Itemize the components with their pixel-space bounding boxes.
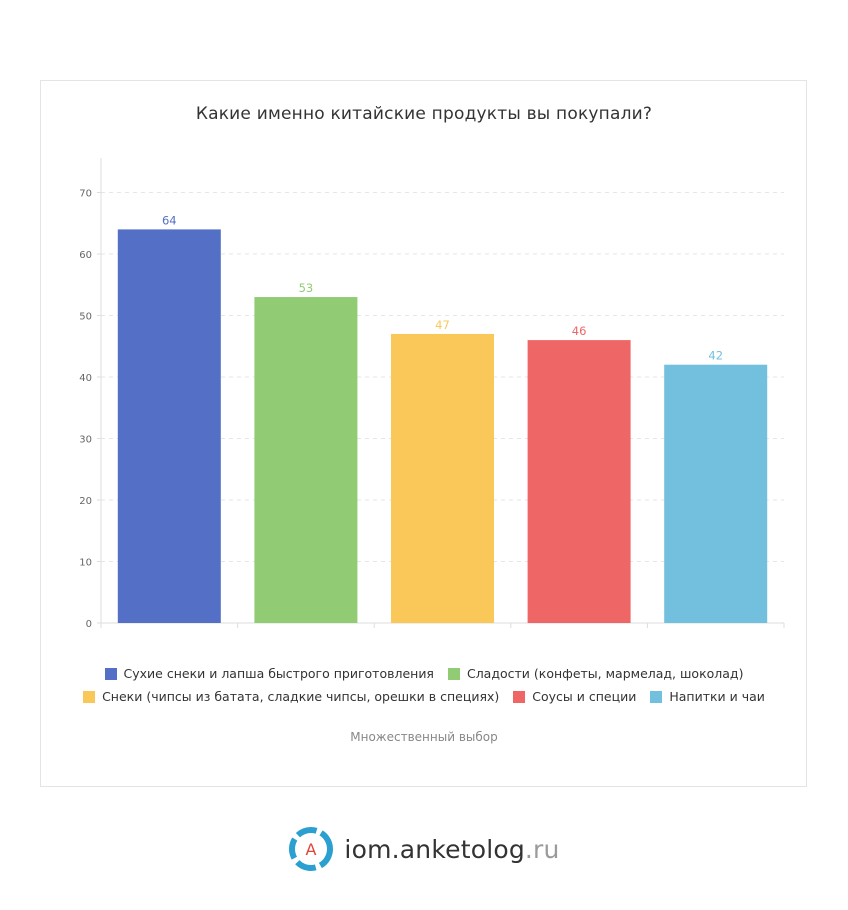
data-label-5: 42 <box>708 349 723 363</box>
data-labels: 64 53 47 46 42 <box>162 213 723 362</box>
brand-name: iom.anketolog.ru <box>344 834 560 864</box>
legend-item-4[interactable]: Соусы и специи <box>513 689 636 704</box>
bar-4[interactable] <box>527 340 631 623</box>
y-tick-label: 30 <box>79 435 92 446</box>
legend-swatch <box>447 667 460 680</box>
y-tick-label: 60 <box>79 250 92 261</box>
legend-item-5[interactable]: Напитки и чаи <box>650 689 765 704</box>
y-tick-label: 40 <box>79 373 92 384</box>
data-label-3: 47 <box>435 318 450 332</box>
legend-label: Сладости (конфеты, мармелад, шоколад) <box>466 666 744 681</box>
chart-note: Множественный выбор <box>350 730 498 744</box>
data-label-2: 53 <box>299 281 314 295</box>
y-tick-label: 0 <box>86 619 92 630</box>
legend-item-2[interactable]: Сладости (конфеты, мармелад, шоколад) <box>447 666 744 681</box>
legend-label: Снеки (чипсы из батата, сладкие чипсы, о… <box>102 689 500 704</box>
legend-row-1: Сухие снеки и лапша быстрого приготовлен… <box>0 666 848 681</box>
legend-item-3[interactable]: Снеки (чипсы из батата, сладкие чипсы, о… <box>83 689 499 704</box>
chart-title: Какие именно китайские продукты вы покуп… <box>195 104 653 124</box>
y-tick-label: 70 <box>79 189 92 200</box>
legend-swatch <box>83 690 96 703</box>
bar-2[interactable] <box>254 297 358 623</box>
legend-label: Соусы и специи <box>532 689 637 704</box>
bar-1[interactable] <box>117 229 221 623</box>
legend-swatch <box>650 690 663 703</box>
logo-letter: A <box>306 840 317 859</box>
brand-footer[interactable]: A iom.anketolog.ru <box>0 826 848 872</box>
y-tick-label: 50 <box>79 312 92 323</box>
anketolog-logo-icon: A <box>289 827 334 871</box>
legend-label: Напитки и чаи <box>669 689 765 704</box>
data-label-1: 64 <box>162 213 177 227</box>
legend-row-2: Снеки (чипсы из батата, сладкие чипсы, о… <box>0 689 848 704</box>
bar-3[interactable] <box>391 333 494 623</box>
y-tick-label: 10 <box>79 558 92 569</box>
legend-item-1[interactable]: Сухие снеки и лапша быстрого приготовлен… <box>104 666 434 681</box>
legend-swatch <box>104 667 117 680</box>
legend-label: Сухие снеки и лапша быстрого приготовлен… <box>123 666 434 681</box>
bar-5[interactable] <box>664 364 768 623</box>
bars <box>117 229 768 623</box>
y-tick-label: 20 <box>79 496 92 507</box>
legend-swatch <box>513 690 526 703</box>
data-label-4: 46 <box>572 324 587 338</box>
